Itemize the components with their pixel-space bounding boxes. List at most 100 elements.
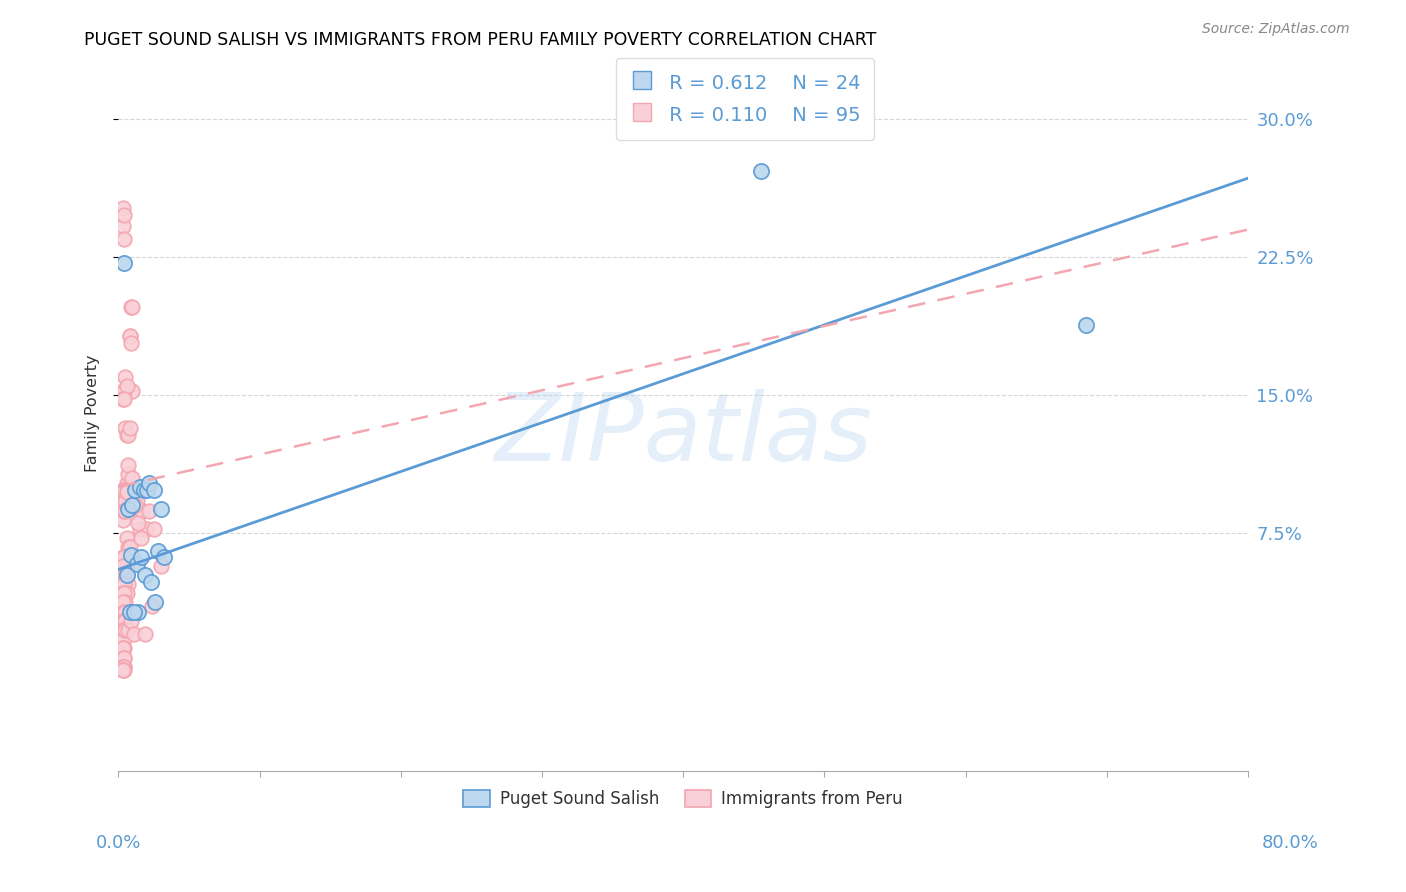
Point xyxy=(135,522,157,536)
Point xyxy=(112,664,135,678)
Point xyxy=(112,255,135,269)
Point xyxy=(149,501,172,516)
Point xyxy=(112,549,135,564)
Point xyxy=(112,586,135,600)
Point xyxy=(112,614,135,628)
Point xyxy=(112,208,135,222)
Point xyxy=(114,623,136,637)
Point xyxy=(125,557,148,571)
Point xyxy=(143,595,166,609)
Point xyxy=(120,300,142,314)
Point xyxy=(146,544,169,558)
Point xyxy=(114,605,136,619)
Point xyxy=(111,641,134,656)
Point xyxy=(115,485,138,500)
Point xyxy=(149,558,172,573)
Point xyxy=(128,522,150,536)
Point xyxy=(112,384,135,399)
Point xyxy=(120,548,142,562)
Point xyxy=(115,485,138,500)
Text: Source: ZipAtlas.com: Source: ZipAtlas.com xyxy=(1202,22,1350,37)
Point xyxy=(111,549,134,564)
Point xyxy=(139,575,162,590)
Point xyxy=(112,650,135,665)
Point xyxy=(111,595,134,609)
Point xyxy=(111,623,134,637)
Point xyxy=(115,476,138,491)
Point xyxy=(111,392,134,406)
Point xyxy=(117,458,139,472)
Point xyxy=(111,632,134,647)
Point xyxy=(115,567,138,582)
Point xyxy=(111,614,134,628)
Point xyxy=(114,421,136,435)
Point xyxy=(121,470,143,484)
Text: PUGET SOUND SALISH VS IMMIGRANTS FROM PERU FAMILY POVERTY CORRELATION CHART: PUGET SOUND SALISH VS IMMIGRANTS FROM PE… xyxy=(84,31,877,49)
Point xyxy=(111,664,134,678)
Point xyxy=(115,483,138,498)
Point xyxy=(117,623,139,637)
Point xyxy=(117,428,139,442)
Text: 0.0%: 0.0% xyxy=(96,834,141,852)
Point xyxy=(112,659,135,673)
Point xyxy=(118,329,141,343)
Point xyxy=(121,384,143,399)
Point xyxy=(115,378,138,392)
Point xyxy=(120,614,142,628)
Point xyxy=(121,300,143,314)
Point xyxy=(749,164,772,178)
Point xyxy=(114,494,136,508)
Point xyxy=(111,641,134,656)
Point xyxy=(111,650,134,665)
Point xyxy=(111,384,134,399)
Point xyxy=(114,623,136,637)
Point xyxy=(111,219,134,233)
Point xyxy=(1074,318,1097,332)
Point xyxy=(142,522,165,536)
Point xyxy=(118,501,141,516)
Point xyxy=(129,549,152,564)
Point xyxy=(115,567,138,582)
Point xyxy=(112,503,135,517)
Point xyxy=(112,577,135,591)
Point xyxy=(111,664,134,678)
Point xyxy=(152,549,174,564)
Point xyxy=(114,503,136,517)
Point xyxy=(112,641,135,656)
Point xyxy=(112,483,135,498)
Point xyxy=(122,626,145,640)
Point xyxy=(111,558,134,573)
Point xyxy=(127,605,149,619)
Legend: Puget Sound Salish, Immigrants from Peru: Puget Sound Salish, Immigrants from Peru xyxy=(456,782,911,817)
Point xyxy=(138,476,160,491)
Point xyxy=(112,650,135,665)
Point xyxy=(112,567,135,582)
Point xyxy=(121,498,143,512)
Point xyxy=(124,498,146,512)
Point xyxy=(115,428,138,442)
Point xyxy=(111,201,134,215)
Point xyxy=(112,392,135,406)
Point xyxy=(114,494,136,508)
Point xyxy=(120,336,142,351)
Point xyxy=(114,558,136,573)
Point xyxy=(135,483,157,498)
Point xyxy=(114,586,136,600)
Point xyxy=(117,541,139,555)
Point xyxy=(125,494,148,508)
Point xyxy=(134,626,156,640)
Point xyxy=(129,531,152,545)
Point xyxy=(111,659,134,673)
Point xyxy=(114,369,136,384)
Point xyxy=(112,605,135,619)
Point xyxy=(131,503,153,517)
Point xyxy=(111,659,134,673)
Point xyxy=(112,232,135,246)
Point xyxy=(112,659,135,673)
Point xyxy=(112,623,135,637)
Point xyxy=(114,567,136,582)
Point xyxy=(114,614,136,628)
Point xyxy=(115,531,138,545)
Point xyxy=(111,483,134,498)
Point xyxy=(117,501,139,516)
